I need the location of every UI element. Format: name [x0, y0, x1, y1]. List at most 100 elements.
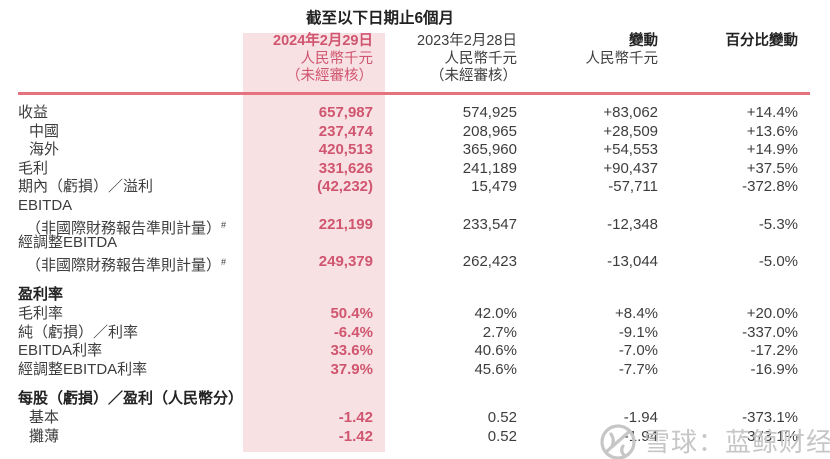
row-label: 海外 [29, 141, 60, 159]
cell-2024 [243, 390, 385, 409]
cell-2023: 2.7% [482, 323, 517, 341]
cell-pct-change: -337.0% [742, 323, 798, 341]
cell-2024 [243, 197, 385, 216]
column-header-change: 變動 人民幣千元 [517, 33, 659, 86]
cell-change: +28,509 [603, 122, 658, 140]
cell-change: +54,553 [603, 141, 658, 159]
cell-pct-change: -372.8% [742, 178, 798, 196]
row-label: 期內（虧損）／溢利 [18, 178, 154, 196]
cell-pct-change [658, 286, 810, 305]
table-row: 期內（虧損）／溢利 (42,232) 15,479 -57,711 -372.8… [18, 178, 810, 197]
cell-2024: -1.42 [338, 427, 373, 445]
cell-2023: 208,965 [462, 122, 517, 140]
cell-2024: 331,626 [318, 159, 373, 177]
table-row: 毛利 331,626 241,189 +90,437 +37.5% [18, 160, 810, 179]
row-label: 毛利 [18, 159, 49, 177]
table-row: EBITDA [18, 197, 810, 216]
cell-2024: -6.4% [333, 323, 373, 341]
table-row: 毛利率 50.4% 42.0% +8.4% +20.0% [18, 305, 810, 324]
cell-pct-change: -373.1% [742, 408, 798, 426]
watermark-text: 雪球：蓝鲸财经 [644, 426, 830, 457]
cell-change: +90,437 [603, 159, 658, 177]
cell-pct-change: +37.5% [746, 159, 798, 177]
column-header-2023: 2023年2月28日 人民幣千元 （未經審核） [385, 33, 517, 86]
table-row: 盈利率 [18, 286, 810, 305]
cell-2024: 50.4% [330, 304, 373, 322]
cell-change: +83,062 [603, 104, 658, 121]
column-header-line: 人民幣千元 [585, 50, 659, 67]
cell-2023: 0.52 [487, 427, 517, 445]
row-label: 基本 [29, 408, 60, 426]
column-header-pct-change: 百分比變動 [658, 33, 810, 86]
cell-2024 [243, 234, 385, 253]
cell-change [517, 197, 658, 216]
cell-2023: 15,479 [471, 178, 517, 196]
cell-2023: 42.0% [474, 304, 517, 322]
table-row: 基本 -1.42 0.52 -1.94 -373.1% [18, 409, 810, 428]
cell-2024 [243, 286, 385, 305]
table-row: 海外 420,513 365,960 +54,553 +14.9% [18, 141, 810, 160]
table-row: EBITDA利率 33.6% 40.6% -7.0% -17.2% [18, 342, 810, 361]
cell-2023 [385, 390, 517, 409]
column-header-line [517, 68, 658, 86]
watermark: 雪球：蓝鲸财经 [597, 420, 830, 459]
row-label: 純（虧損）／利率 [18, 323, 139, 341]
cell-2023: 241,189 [462, 159, 517, 177]
cell-pct-change [658, 390, 810, 409]
cell-change [517, 286, 658, 305]
table-row: 經調整EBITDA利率 37.9% 45.6% -7.7% -16.9% [18, 361, 810, 380]
column-header-line [658, 68, 798, 86]
column-header-line [658, 51, 798, 69]
cell-change: -9.1% [618, 323, 658, 341]
table-period-title: 截至以下日期止6個月 [305, 10, 455, 27]
cell-change: -12,348 [607, 215, 658, 233]
cell-change [517, 234, 658, 253]
row-label: 中國 [29, 122, 60, 140]
cell-pct-change: -16.9% [750, 360, 798, 378]
cell-pct-change: +14.4% [746, 104, 798, 121]
cell-2024: 657,987 [318, 104, 373, 121]
table-row: 純（虧損）／利率 -6.4% 2.7% -9.1% -337.0% [18, 324, 810, 343]
footnote-marker: # [221, 256, 227, 267]
column-header-line: 2023年2月28日 [417, 33, 517, 49]
cell-pct-change: +14.9% [746, 141, 798, 159]
cell-2024: 420,513 [318, 141, 373, 159]
table-row: 中國 237,474 208,965 +28,509 +13.6% [18, 123, 810, 142]
row-label: 收益 [18, 104, 49, 121]
column-header-2024: 2024年2月29日 人民幣千元 （未經審核） [243, 33, 385, 86]
cell-pct-change: +13.6% [746, 122, 798, 140]
cell-2023: 0.52 [487, 408, 517, 426]
cell-pct-change: -373.1% [742, 427, 798, 445]
cell-change [517, 390, 658, 409]
cell-change: -13,044 [607, 252, 658, 270]
row-label: 每股（虧損）／盈利（人民幣分） [18, 390, 244, 408]
cell-change: -1.94 [623, 408, 658, 426]
cell-pct-change: +20.0% [746, 304, 798, 322]
row-label: EBITDA利率 [18, 342, 103, 360]
column-header-line: 人民幣千元 [300, 50, 374, 67]
cell-2023: 574,925 [462, 104, 517, 121]
cell-2024: 33.6% [330, 342, 373, 360]
cell-2024: 237,474 [318, 122, 373, 140]
cell-2023 [385, 197, 517, 216]
highlight-column-band [243, 33, 385, 452]
table-body: 收益 657,987 574,925 +83,062 +14.4% 中國 237… [18, 104, 810, 446]
table-row: 每股（虧損）／盈利（人民幣分） [18, 390, 810, 409]
column-header-line: 百分比變動 [725, 33, 799, 49]
cell-2024: 37.9% [330, 360, 373, 378]
cell-2023: 365,960 [462, 141, 517, 159]
row-label: （非國際財務報告準則計量）# [26, 219, 227, 237]
table-header: 2024年2月29日 人民幣千元 （未經審核） 2023年2月28日 人民幣千元… [18, 33, 810, 86]
table-row: （非國際財務報告準則計量）# 249,379 262,423 -13,044 -… [18, 253, 810, 274]
column-header-line: （未經審核） [430, 68, 517, 84]
cell-2023: 45.6% [474, 360, 517, 378]
snowball-icon [600, 424, 636, 459]
cell-2023: 262,423 [462, 252, 517, 270]
cell-change: +8.4% [615, 304, 658, 322]
row-label: （非國際財務報告準則計量）# [26, 256, 227, 274]
footnote-marker: # [221, 219, 227, 230]
section-gap [18, 379, 810, 390]
cell-change: -7.7% [618, 360, 658, 378]
row-label: 毛利率 [18, 304, 64, 322]
